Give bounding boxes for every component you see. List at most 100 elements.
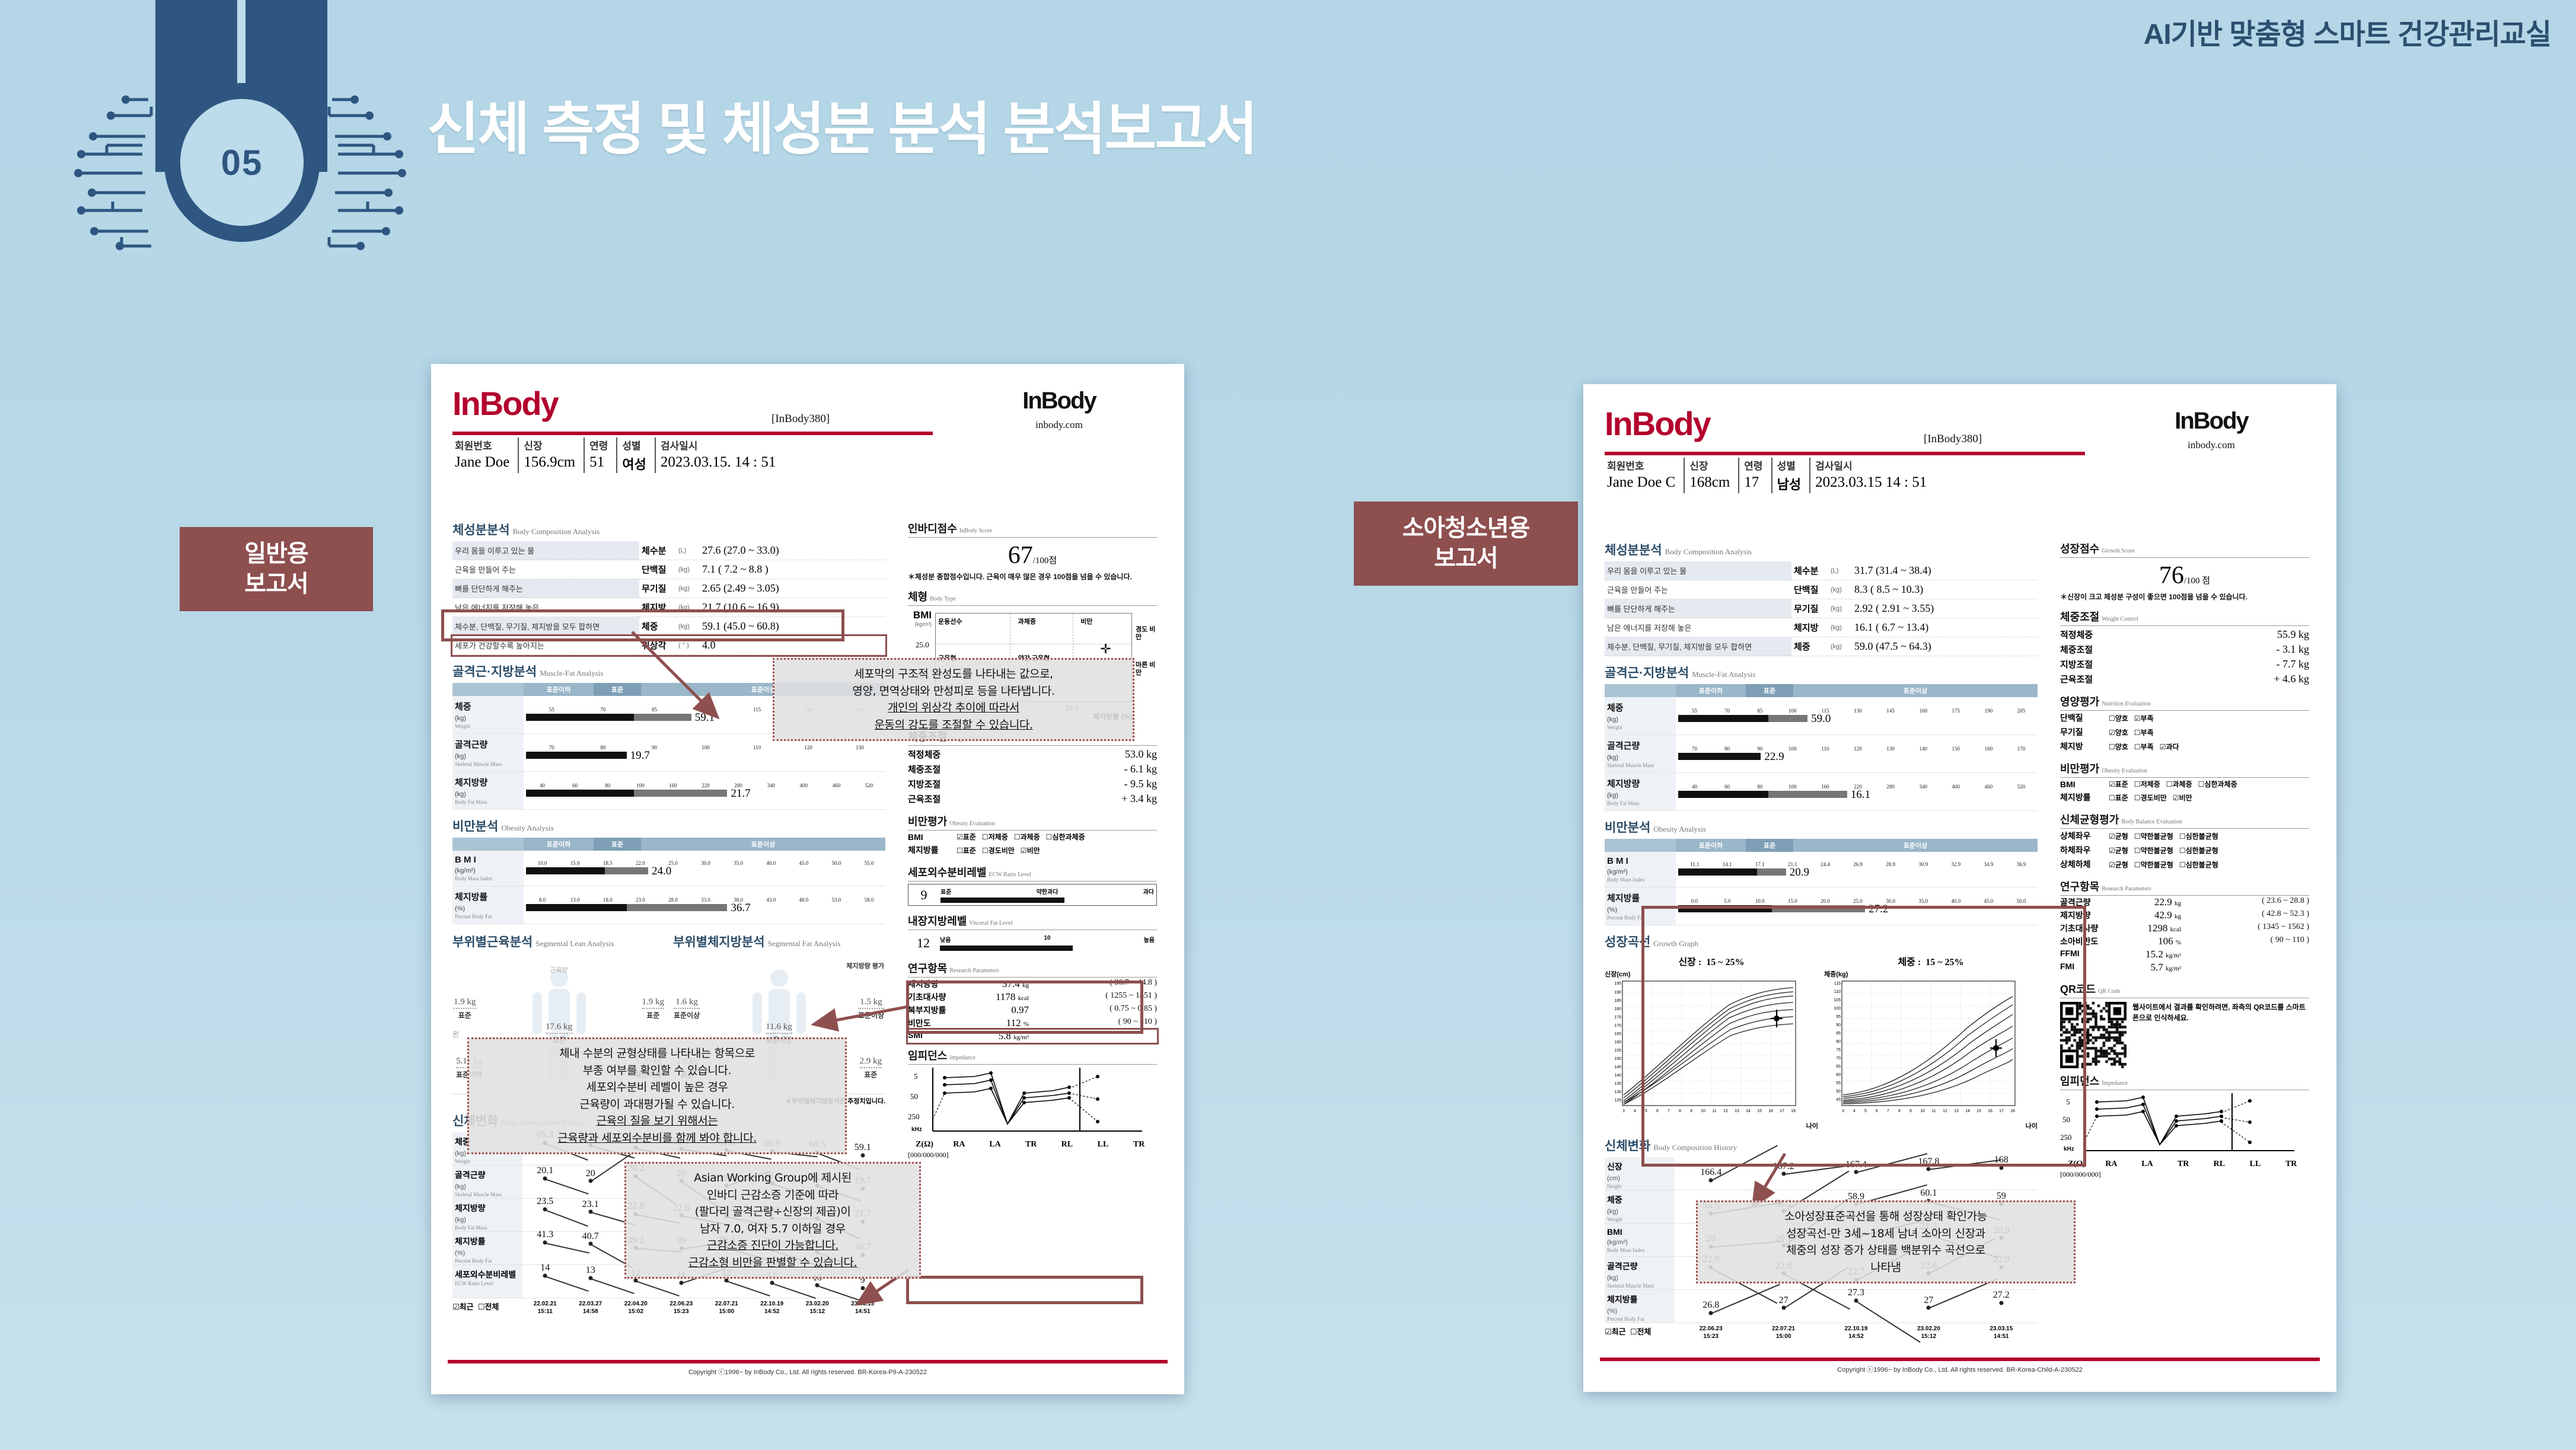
history-name-ko: 체중	[1607, 1195, 1622, 1205]
eval-option[interactable]: ☐심한과체중	[2198, 780, 2237, 789]
inbody-wordmark: InBody	[2175, 408, 2249, 434]
eval-option[interactable]: ☑균형	[2109, 846, 2128, 855]
res-range: ( 1255 ~ 1451 )	[1105, 991, 1157, 1001]
inbody-domain: inbody.com	[2188, 439, 2235, 451]
annotation-line: 나타냄	[1870, 1260, 1901, 1274]
bar-ticks: 0.0 5.0 10.0 15.0 20.0 25.0 30.0 35.0 40.0 45.0 50…	[1691, 898, 2026, 904]
eval-option[interactable]: ☐과체중	[1013, 833, 1040, 842]
svg-text:45: 45	[1836, 1098, 1841, 1102]
eval-option[interactable]: ☑비만	[2172, 793, 2192, 802]
qr-code-image[interactable]	[2060, 1002, 2127, 1069]
eval-option[interactable]: ☑부족	[2134, 714, 2154, 723]
eval-option[interactable]: ☐약한불균형	[2134, 860, 2173, 869]
composition-row: 세포가 건강할수록 높아지는 위상각( ° ) 4.0	[451, 634, 887, 657]
res-key: 제지방량	[2060, 911, 2091, 921]
svg-text:190: 190	[1614, 991, 1621, 995]
composition-row: 뼈를 단단하게 해주는 무기질 (kg) 2.65 (2.49 ~ 3.05)	[452, 579, 885, 598]
history-value: 13	[585, 1265, 595, 1276]
comp-unit: (kg)	[676, 598, 694, 617]
svg-text:17: 17	[1780, 1109, 1784, 1113]
history-unit: (kg)	[1607, 1275, 1618, 1282]
bar-area: 55 70 85 100 115 130 145 160 175 190 205 59.0	[1676, 705, 2038, 727]
eval-option[interactable]: ☑표준	[957, 833, 976, 842]
annotation-smi: Asian Working Group에 제시된 인바디 근감소증 기준에 따라 (…	[624, 1162, 921, 1279]
eval-option[interactable]: ☐심한불균형	[2179, 846, 2218, 855]
eval-option[interactable]: ☑양호	[2109, 728, 2128, 737]
history-point	[1854, 1170, 1858, 1174]
bar-unit: (kg)	[455, 753, 466, 760]
legend-all-check[interactable]: ☐	[1630, 1327, 1637, 1336]
label-general-line2: 보고서	[244, 571, 308, 598]
bar-value: 19.7	[630, 749, 650, 762]
eval-option[interactable]: ☐약한불균형	[2134, 832, 2173, 841]
svg-text:175: 175	[1614, 1015, 1621, 1020]
eval-option[interactable]: ☐과체중	[2166, 780, 2192, 789]
eval-option[interactable]: ☐부족	[2134, 742, 2154, 751]
bar-label: 체중 (kg) Weight	[452, 696, 524, 733]
history-name-ko: 세포외수분비레벨	[455, 1270, 517, 1279]
wc-key: 근육조절	[2060, 675, 2093, 685]
history-plot: 26.8 27 27.3 27 27.2	[1675, 1266, 2038, 1343]
eval-option[interactable]: ☐경도비만	[2134, 793, 2167, 802]
history-value: 59	[1996, 1191, 2006, 1202]
svg-text:50: 50	[1836, 1090, 1841, 1094]
bar-unit: (kg)	[455, 791, 466, 798]
eval-option[interactable]: ☐심한불균형	[2179, 832, 2218, 841]
eval-option[interactable]: ☐약한불균형	[2134, 846, 2173, 855]
eval-key: 체지방률	[2060, 793, 2091, 803]
svg-text:8: 8	[1898, 1109, 1901, 1113]
history-value: 14	[540, 1263, 550, 1273]
legend-recent-check[interactable]: ☑	[452, 1302, 460, 1311]
weight-control-row: 지방조절 - 9.5 kg	[908, 777, 1157, 791]
history-name-en: Weight	[1607, 1216, 1622, 1222]
eval-option[interactable]: ☐심한불균형	[2179, 860, 2218, 869]
eval-option[interactable]: ☐양호	[2109, 714, 2128, 723]
res-key: 소아비만도	[2060, 937, 2099, 947]
wc-value: - 9.5 kg	[1124, 778, 1158, 790]
eval-option[interactable]: ☐표준	[2109, 793, 2128, 802]
history-point	[543, 1273, 547, 1278]
bar-name-en: Weight	[1607, 724, 1622, 730]
impedance-chart: 5 50 250 kHz	[2060, 1093, 2294, 1152]
inbody-score-title: 인바디점수 InBody Score	[908, 520, 1157, 538]
history-name-ko: BMI	[1607, 1227, 1622, 1237]
eval-option[interactable]: ☐표준	[957, 846, 976, 855]
history-value: 27.3	[1848, 1288, 1864, 1298]
bar-unit: (kg)	[1607, 716, 1618, 723]
res-range: ( 90 ~ 110 )	[1118, 1017, 1157, 1027]
res-value: 106 %	[2158, 935, 2181, 947]
annotation-line: (팔다리 골격근량÷신장의 제곱)이	[694, 1205, 851, 1218]
eval-key: BMI	[2060, 779, 2076, 789]
id-gender: 성별 남성	[1771, 458, 1809, 493]
research-row: 제지방량 37.4 kg ( 36.7 ~ 44.8 )	[908, 978, 1157, 991]
svg-text:7: 7	[1668, 1109, 1670, 1113]
history-point	[1999, 1165, 2004, 1170]
eval-option[interactable]: ☑균형	[2109, 832, 2128, 841]
section-musclefat: 골격근·지방분석 Muscle-Fat Analysis 표준이하 표준 표준이상…	[1605, 663, 2038, 811]
bar-value: 36.7	[731, 901, 751, 914]
history-value: 58.9	[1848, 1191, 1864, 1202]
comp-unit: (kg)	[676, 617, 694, 636]
legend-all-check[interactable]: ☐	[477, 1302, 485, 1311]
nutrition-eval-row: 단백질 ☐양호 ☑부족	[2060, 711, 2309, 725]
svg-text:90: 90	[1836, 1023, 1841, 1027]
eval-option[interactable]: ☐부족	[2134, 728, 2154, 737]
ecw-ratio-section: 세포외수분비레벨 ECW Ratio Level 9 표준 약한과다 과다	[908, 864, 1157, 906]
eval-option[interactable]: ☐경도비만	[981, 846, 1015, 855]
eval-option[interactable]: ☐심한과체중	[1045, 833, 1085, 842]
legend-recent-check[interactable]: ☑	[1605, 1327, 1612, 1336]
eval-option[interactable]: ☐저체중	[981, 833, 1008, 842]
bar-ticks: 10.0 15.0 18.5 22.0 25.0 30.0 35.0 40.0 45.0 50.0…	[537, 860, 874, 866]
annotation-line: 부종 여부를 확인할 수 있습니다.	[582, 1063, 732, 1077]
svg-text:kHz: kHz	[911, 1126, 922, 1133]
impedance-code: [000/000/000]	[908, 1151, 949, 1160]
bar-ticks: 11.1 14.1 17.1 21.1 24.4 26.9 28.9 30.9 32.9 34.9…	[1689, 861, 2026, 867]
eval-option[interactable]: ☑표준	[2109, 780, 2128, 789]
eval-option[interactable]: ☐저체중	[2134, 780, 2160, 789]
eval-option[interactable]: ☑비만	[1020, 846, 1040, 855]
eval-option[interactable]: ☑과다	[2159, 742, 2179, 751]
svg-text:18: 18	[2010, 1109, 2015, 1113]
bar-area: 8.0 13.0 18.0 23.0 28.0 33.0 38.0 43.0 48.0 53.0 5…	[524, 895, 885, 916]
eval-option[interactable]: ☐양호	[2109, 742, 2128, 751]
eval-option[interactable]: ☑균형	[2109, 860, 2128, 869]
